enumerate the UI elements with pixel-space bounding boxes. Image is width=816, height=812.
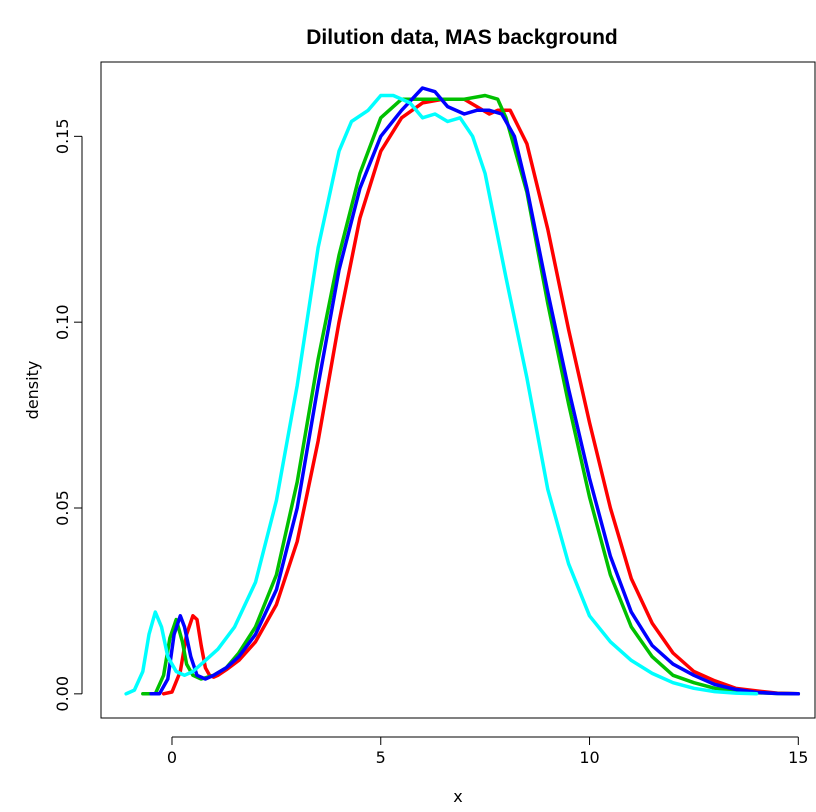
plot-frame bbox=[100, 61, 816, 719]
y-tick-label: 0.00 bbox=[53, 676, 72, 712]
x-axis-label: x bbox=[453, 787, 462, 806]
series-line-1 bbox=[161, 97, 801, 696]
series-group bbox=[124, 86, 801, 696]
x-tick-label: 0 bbox=[167, 748, 177, 767]
x-tick-label: 5 bbox=[376, 748, 386, 767]
chart-title: Dilution data, MAS background bbox=[306, 26, 618, 49]
y-axis-label: density bbox=[23, 361, 42, 420]
y-tick-label: 0.05 bbox=[53, 490, 72, 526]
series-line-4 bbox=[124, 93, 759, 696]
series-line-2 bbox=[141, 93, 801, 696]
y-tick-label: 0.15 bbox=[53, 118, 72, 154]
x-axis: 0 5 10 15 bbox=[167, 736, 808, 767]
y-axis: 0.00 0.05 0.10 0.15 bbox=[53, 118, 83, 712]
x-tick-label: 15 bbox=[788, 748, 808, 767]
series-line-3 bbox=[149, 86, 801, 696]
x-tick-label: 10 bbox=[579, 748, 599, 767]
y-tick-label: 0.10 bbox=[53, 304, 72, 340]
